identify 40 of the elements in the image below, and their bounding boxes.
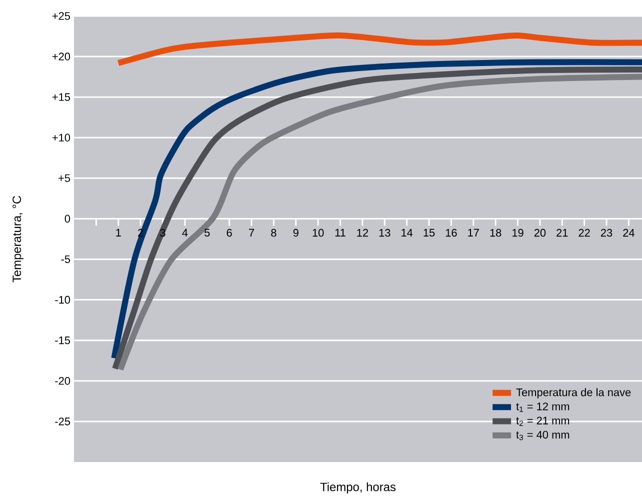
x-tick-label: 18	[490, 228, 502, 237]
legend-label: t$_{3}$ = 40 mm	[516, 430, 570, 440]
y-tick-label: -25	[55, 418, 70, 426]
x-tick-label: 3	[160, 228, 166, 237]
x-tick-label: 16	[446, 228, 457, 237]
x-tick-label: 15	[424, 228, 435, 237]
x-tick-label: 9	[293, 228, 298, 237]
y-tick-label: -10	[55, 296, 70, 304]
x-tick-label: 10	[312, 228, 324, 237]
x-tick-label: 23	[600, 228, 612, 237]
legend-label: Temperatura de la nave	[516, 388, 631, 398]
y-tick-label: +15	[52, 93, 70, 101]
y-tick-label: +25	[52, 12, 70, 20]
x-tick-label: 20	[534, 228, 546, 237]
y-axis-title: Temperatura, °C	[12, 196, 24, 282]
y-tick-label: -5	[61, 255, 70, 264]
x-tick-label: 19	[512, 228, 524, 237]
x-tick-label: 17	[468, 228, 479, 236]
x-tick-label: 22	[578, 228, 590, 237]
x-tick-label: 8	[271, 228, 276, 237]
y-tick-label: 0	[64, 214, 70, 223]
y-tick-label: -20	[55, 377, 70, 385]
y-tick-label: +10	[52, 134, 70, 142]
y-tick-label: -15	[55, 336, 70, 344]
x-axis-title: Tiempo, horas	[320, 482, 396, 494]
x-tick-label: 11	[335, 228, 346, 236]
x-tick-label: 6	[226, 228, 232, 237]
y-tick-label: +5	[58, 174, 70, 182]
x-tick-label: 12	[357, 228, 368, 237]
x-tick-label: 14	[402, 228, 413, 236]
x-tick-label: 4	[182, 228, 188, 236]
x-tick-label: 7	[249, 228, 254, 236]
x-tick-label: 24	[623, 228, 634, 237]
x-tick-label: 13	[379, 228, 390, 237]
legend-label: t$_{1}$ = 12 mm	[516, 402, 570, 412]
x-tick-label: 21	[556, 228, 568, 237]
legend-label: t$_{2}$ = 21 mm	[516, 416, 570, 426]
x-tick-label: 1	[116, 228, 121, 236]
x-tick-label: 5	[204, 228, 210, 237]
y-tick-label: +20	[52, 52, 70, 60]
